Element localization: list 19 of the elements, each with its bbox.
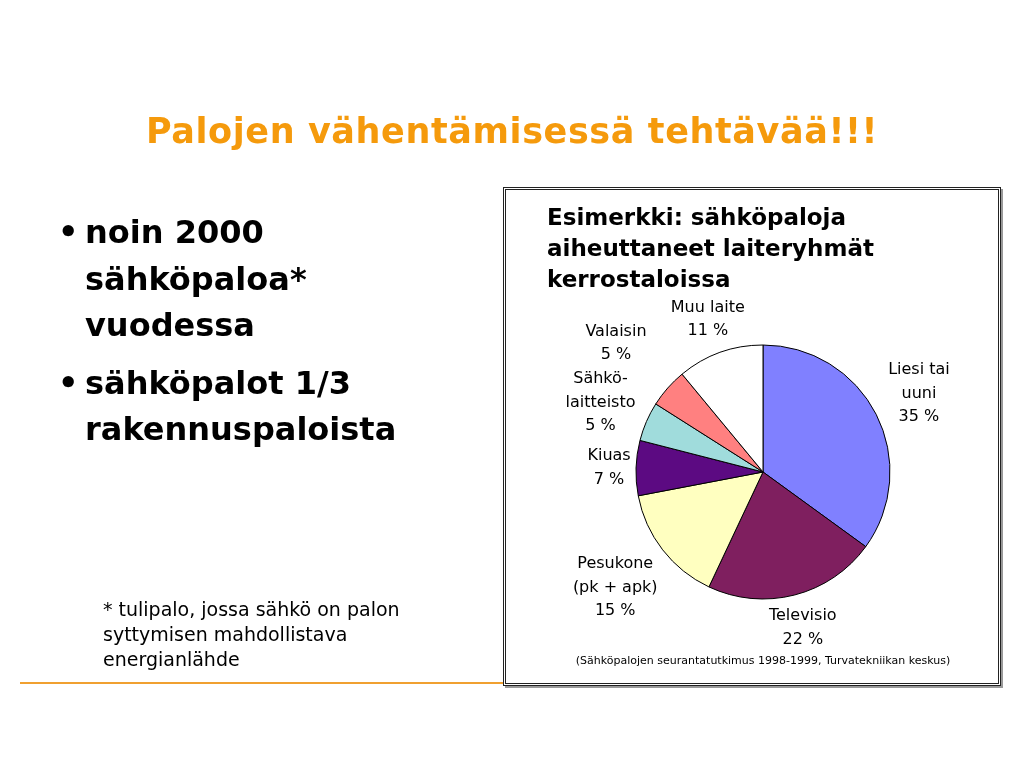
data-label: 11 %	[687, 320, 729, 340]
data-label: 5 %	[600, 344, 632, 364]
slice-label: Sähkö-laitteisto	[565, 368, 636, 411]
text: • sähköpalot 1/3 rakennuspaloista	[58, 362, 398, 450]
text: (Sähköpalojen seurantatutkimus 1998-1999, Turvatekniikan keskus)	[575, 654, 951, 667]
slice-label: Muu laite	[670, 296, 745, 316]
data-label: 5 %	[585, 415, 616, 435]
slice-label: Kiuas	[587, 445, 631, 465]
slice-label: Liesi tai uuni	[888, 359, 950, 402]
text: * tulipalo, jossa sähkö on palon syttymisen mahdollistava energianlähde	[103, 597, 401, 672]
data-label: 22 %	[782, 628, 824, 648]
chart-title: Esimerkki: sähköpaloja aiheuttaneet laiteryhmät kerrostaloissa	[547, 204, 874, 292]
data-label: 7 %	[593, 468, 625, 488]
data-label: 15 %	[594, 600, 636, 620]
data-label: 35 %	[898, 406, 940, 426]
slice-label: Pesukone (pk + apk)	[572, 553, 658, 596]
text: Palojen vähentämisessä tehtävää!!!	[145, 110, 879, 153]
slice-label: Valaisin	[585, 320, 647, 340]
slice-label: Televisio	[767, 605, 837, 625]
